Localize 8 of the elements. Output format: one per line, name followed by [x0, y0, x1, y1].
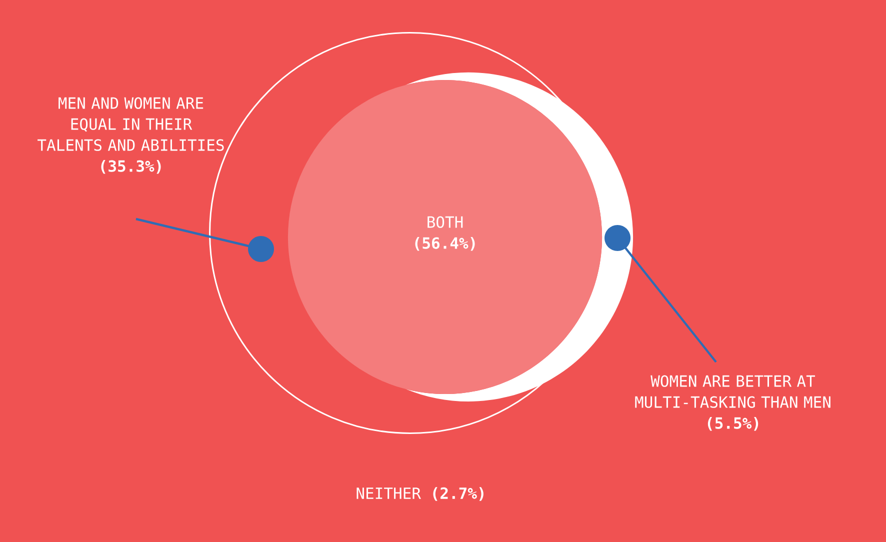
category-label: WOMEN ARE BETTER AT MULTI-TASKING THAN MEN: [635, 375, 830, 408]
data-label: (56.4%): [415, 236, 475, 251]
category-label: BOTH: [428, 216, 463, 228]
data-label: (35.3%): [101, 160, 161, 174]
data-label: (2.7%): [433, 487, 484, 501]
category-label: MEN AND WOMEN ARE EQUAL IN THEIR TALENTS AND ABILITIES: [38, 97, 224, 151]
data-label: (5.5%): [708, 416, 758, 431]
category-label: NEITHER: [356, 488, 421, 499]
